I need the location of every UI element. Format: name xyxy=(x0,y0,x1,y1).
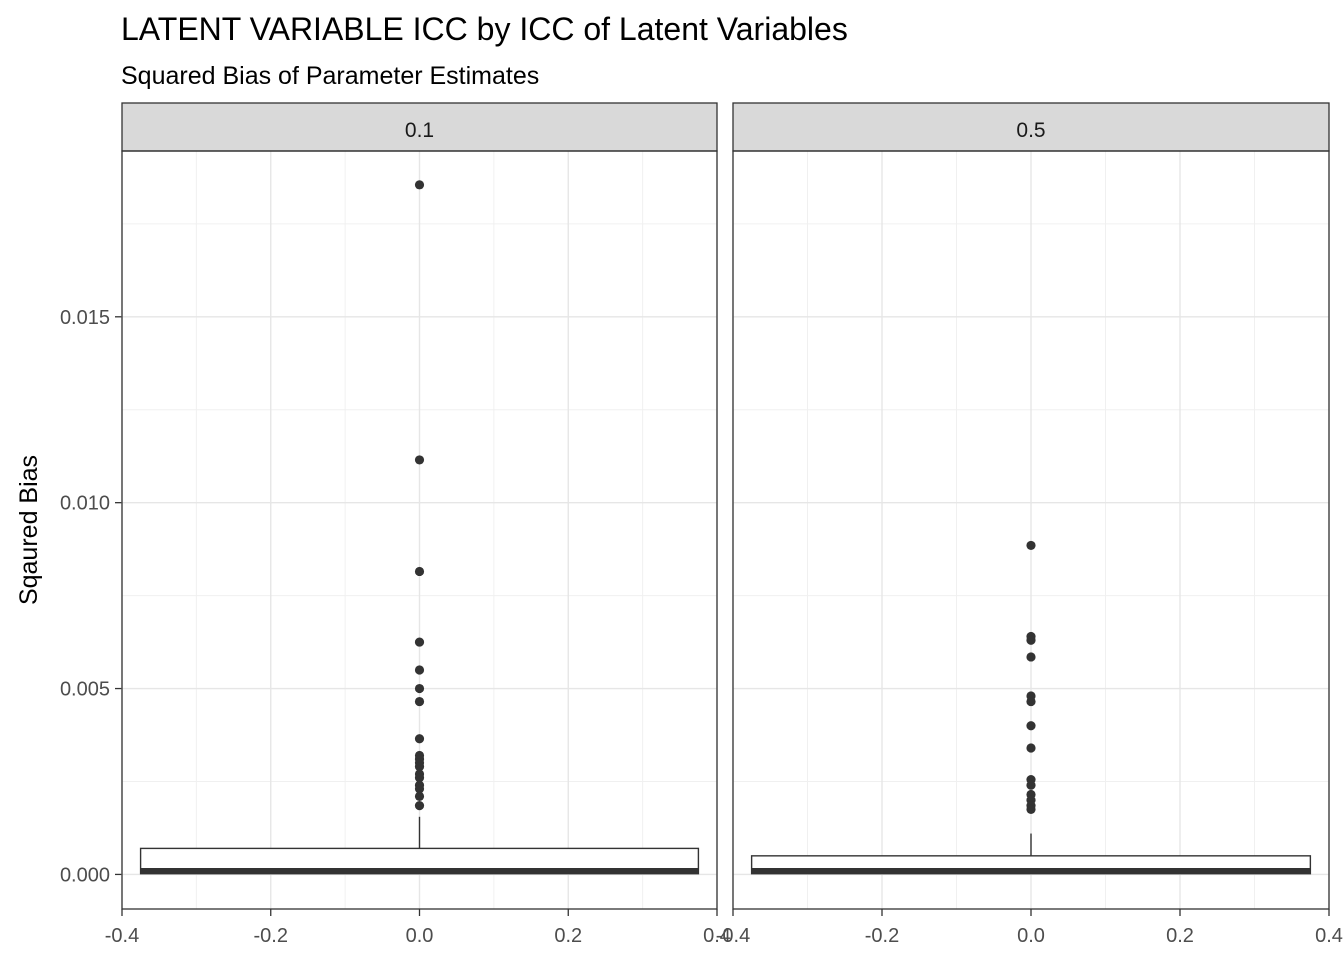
chart-title: LATENT VARIABLE ICC by ICC of Latent Var… xyxy=(121,11,848,47)
outlier-point xyxy=(1026,652,1036,662)
outlier-point xyxy=(414,180,425,190)
y-axis-title: Sqaured Bias xyxy=(15,455,43,605)
x-tick-label: -0.2 xyxy=(254,925,288,947)
outlier-point xyxy=(414,665,425,675)
y-tick-label: 0.015 xyxy=(60,307,110,329)
facet-strip-label: 0.1 xyxy=(405,119,434,142)
chart-subtitle: Squared Bias of Parameter Estimates xyxy=(121,62,539,90)
x-tick-label: -0.4 xyxy=(716,925,750,947)
outlier-point xyxy=(414,791,425,801)
x-tick-label: 0.2 xyxy=(554,925,582,947)
y-tick-label: 0.010 xyxy=(60,493,110,515)
outlier-point xyxy=(414,696,425,707)
outlier-point xyxy=(414,801,425,811)
x-tick-label: 0.4 xyxy=(1315,925,1343,947)
y-tick-label: 0.000 xyxy=(60,864,110,886)
outlier-point xyxy=(414,637,425,647)
outlier-point xyxy=(414,734,425,744)
x-tick-label: -0.2 xyxy=(865,925,899,947)
facet-panel-0.5: 0.5 -0.4 -0.2 0.0 0.2 0.4 xyxy=(716,102,1343,947)
outlier-point xyxy=(1026,780,1036,790)
outlier-point xyxy=(414,773,425,783)
facet-panel-0.1: 0.1 -0.4 -0.2 0.0 0.2 0.4 xyxy=(105,102,731,947)
outlier-point xyxy=(1026,721,1036,731)
outlier-point xyxy=(414,762,425,772)
x-tick-label: -0.4 xyxy=(105,925,139,947)
outlier-point xyxy=(414,784,425,794)
outlier-point xyxy=(414,566,425,577)
outlier-point xyxy=(1026,540,1036,551)
x-tick-label: 0.4 xyxy=(703,925,731,947)
facet-strip xyxy=(732,102,1330,152)
outlier-point xyxy=(1026,696,1036,707)
facet-strip xyxy=(121,102,718,152)
facet-panels: 0.000 0.005 0.010 0.015 0.1 -0.4 -0.2 0.0 0.2 0.4… xyxy=(60,102,1343,947)
outlier-point xyxy=(1026,635,1036,645)
outlier-point xyxy=(414,455,425,465)
facet-strip-label: 0.5 xyxy=(1016,119,1045,142)
outlier-point xyxy=(1026,804,1036,814)
x-tick-label: 0.0 xyxy=(406,925,434,947)
y-tick-label: 0.005 xyxy=(60,679,110,701)
x-tick-label: 0.0 xyxy=(1017,925,1045,947)
outlier-point xyxy=(1026,743,1036,753)
x-tick-label: 0.2 xyxy=(1166,925,1194,947)
outlier-point xyxy=(414,683,425,694)
